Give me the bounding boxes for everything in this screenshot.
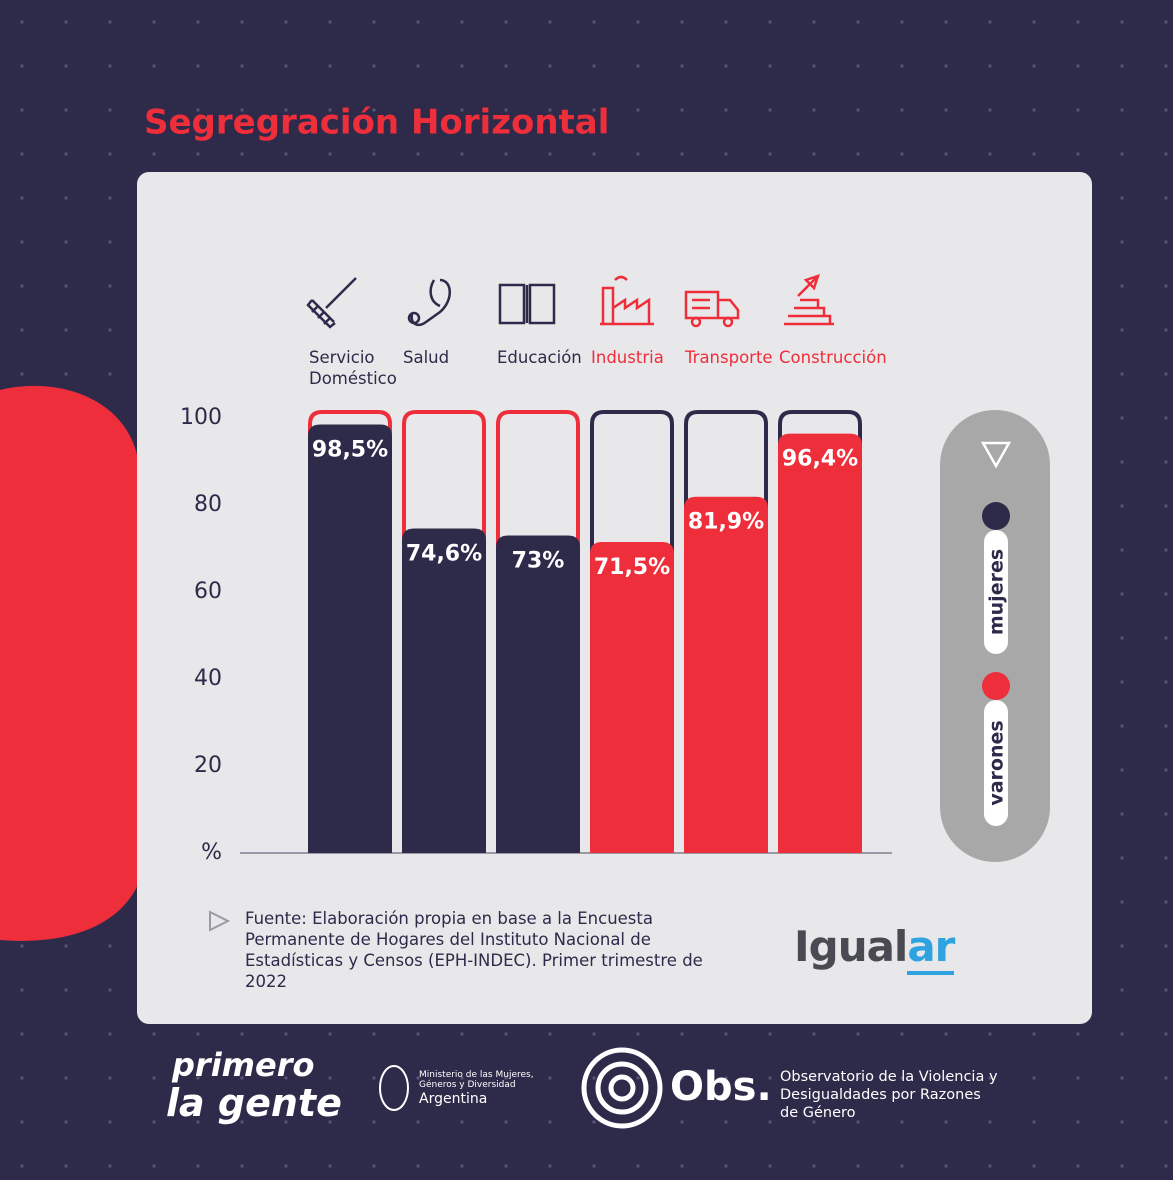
category-label: Industria bbox=[591, 348, 664, 367]
value-label: 96,4% bbox=[782, 447, 858, 472]
bar-outline bbox=[496, 410, 580, 853]
legend-label: varones bbox=[986, 720, 1008, 805]
bar-outline bbox=[308, 410, 392, 853]
bar-outline bbox=[590, 410, 674, 853]
y-tick-label: % bbox=[201, 840, 222, 865]
bar-outline bbox=[778, 410, 862, 853]
value-label: 73% bbox=[512, 548, 565, 573]
observatorio: Observatorio de la Violencia y Desiguald… bbox=[780, 1069, 998, 1121]
ministry: Ministerio de las Mujeres, Géneros y Div… bbox=[419, 1070, 549, 1108]
bar bbox=[496, 535, 580, 853]
legend-pill bbox=[984, 700, 1008, 826]
legend-arrow bbox=[980, 441, 1012, 469]
bar bbox=[402, 528, 486, 853]
y-tick-label: 80 bbox=[194, 492, 222, 517]
legend-label: mujeres bbox=[986, 549, 1008, 635]
bar bbox=[778, 433, 862, 853]
icons bbox=[306, 274, 834, 329]
obs-logo bbox=[581, 1047, 663, 1129]
obs-text: Obs. bbox=[670, 1064, 772, 1110]
primero-logo: primero la gente bbox=[166, 1046, 342, 1122]
legend-swatch bbox=[982, 502, 1010, 530]
y-tick-label: 40 bbox=[194, 666, 222, 691]
legend-swatch bbox=[982, 672, 1010, 700]
category-label: Transporte bbox=[685, 348, 773, 367]
bar-outline bbox=[684, 410, 768, 853]
bar-outline bbox=[402, 410, 486, 853]
bar bbox=[684, 496, 768, 853]
bar bbox=[308, 424, 392, 853]
value-label: 71,5% bbox=[594, 555, 670, 580]
brand-text: Igual bbox=[794, 922, 908, 971]
category-label: Servicio Doméstico bbox=[309, 348, 397, 388]
source: Fuente: Elaboración propia en base a la … bbox=[245, 909, 703, 991]
value-label: 74,6% bbox=[406, 541, 482, 566]
legend-pill bbox=[984, 530, 1008, 654]
bar bbox=[590, 541, 674, 853]
category-label: Salud bbox=[403, 348, 450, 367]
logo-text: la gente bbox=[166, 1081, 342, 1125]
category-label: Educación bbox=[497, 348, 582, 367]
chart-title: Segregración Horizontal bbox=[144, 103, 609, 143]
emblem bbox=[379, 1065, 409, 1111]
ministry-text: Argentina bbox=[419, 1091, 488, 1107]
y-tick-label: 100 bbox=[180, 405, 222, 430]
value-label: 98,5% bbox=[312, 438, 388, 463]
ministry-text: Ministerio de las Mujeres, Géneros y Div… bbox=[419, 1070, 534, 1090]
brand-text: ar bbox=[907, 922, 955, 975]
source-arrow bbox=[209, 910, 231, 932]
y-tick-label: 60 bbox=[194, 579, 222, 604]
logo-text: primero bbox=[172, 1046, 315, 1084]
value-label: 81,9% bbox=[688, 510, 764, 535]
red-blob bbox=[0, 385, 140, 941]
brand-logo: Igualar bbox=[794, 922, 955, 975]
category-label: Construcción bbox=[779, 348, 887, 367]
y-tick-label: 20 bbox=[194, 753, 222, 778]
